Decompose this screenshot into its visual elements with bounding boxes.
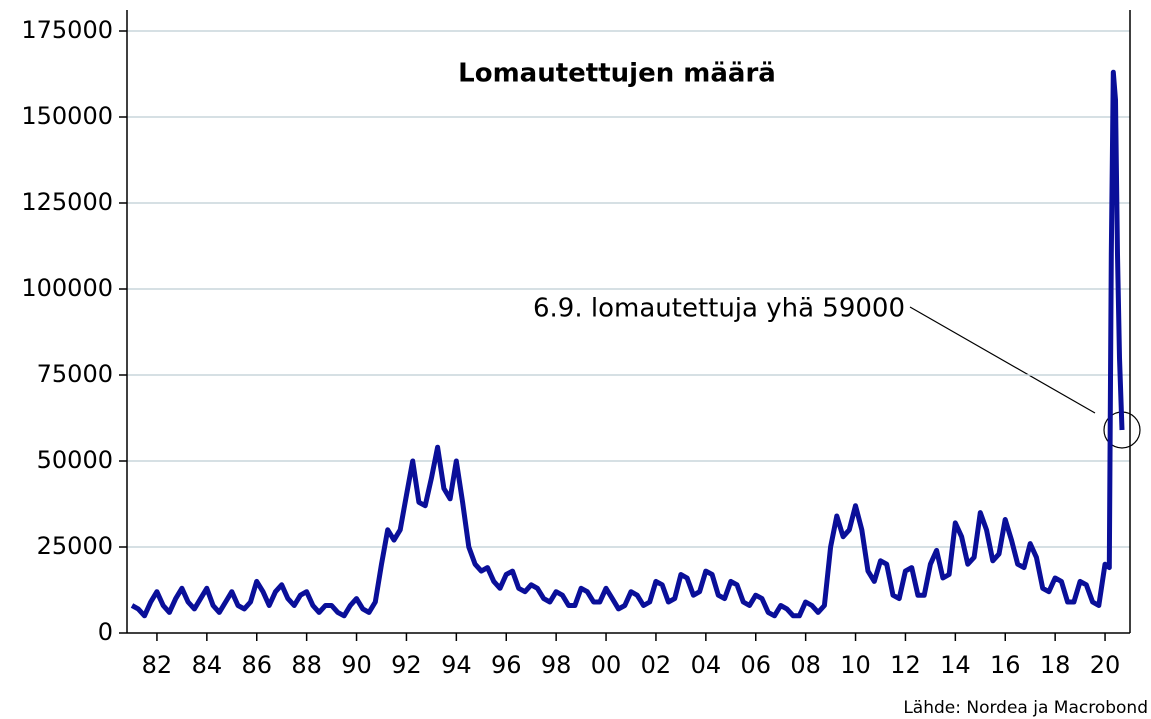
x-tick-label: 86 bbox=[241, 651, 272, 679]
x-tick-label: 96 bbox=[491, 651, 522, 679]
y-tick-label: 75000 bbox=[37, 360, 113, 388]
y-tick-label: 25000 bbox=[37, 532, 113, 560]
x-tick-label: 10 bbox=[840, 651, 871, 679]
x-tick-label: 14 bbox=[940, 651, 971, 679]
x-tick-label: 00 bbox=[591, 651, 622, 679]
y-tick-label: 175000 bbox=[21, 16, 113, 44]
x-tick-label: 92 bbox=[391, 651, 422, 679]
y-tick-label: 150000 bbox=[21, 102, 113, 130]
x-tick-label: 20 bbox=[1090, 651, 1121, 679]
x-tick-label: 12 bbox=[890, 651, 921, 679]
x-tick-label: 04 bbox=[691, 651, 722, 679]
x-tick-label: 88 bbox=[291, 651, 322, 679]
x-tick-label: 94 bbox=[441, 651, 472, 679]
x-tick-label: 06 bbox=[740, 651, 771, 679]
x-tick-label: 90 bbox=[341, 651, 372, 679]
y-tick-label: 50000 bbox=[37, 446, 113, 474]
x-tick-label: 18 bbox=[1040, 651, 1071, 679]
x-tick-label: 16 bbox=[990, 651, 1021, 679]
y-tick-label: 125000 bbox=[21, 188, 113, 216]
line-series bbox=[130, 69, 1125, 619]
x-tick-label: 08 bbox=[790, 651, 821, 679]
x-tick-label: 84 bbox=[192, 651, 223, 679]
y-tick-label: 100000 bbox=[21, 274, 113, 302]
leader-line bbox=[909, 306, 1096, 414]
chart-title: Lomautettujen määrä bbox=[458, 59, 776, 89]
x-tick-label: 82 bbox=[142, 651, 173, 679]
annotation: 6.9. lomautettuja yhä 59000 bbox=[533, 294, 905, 324]
y-tick-label: 0 bbox=[98, 618, 113, 646]
x-tick-label: 98 bbox=[541, 651, 572, 679]
x-tick-label: 02 bbox=[641, 651, 672, 679]
source: Lähde: Nordea ja Macrobond bbox=[903, 698, 1148, 718]
